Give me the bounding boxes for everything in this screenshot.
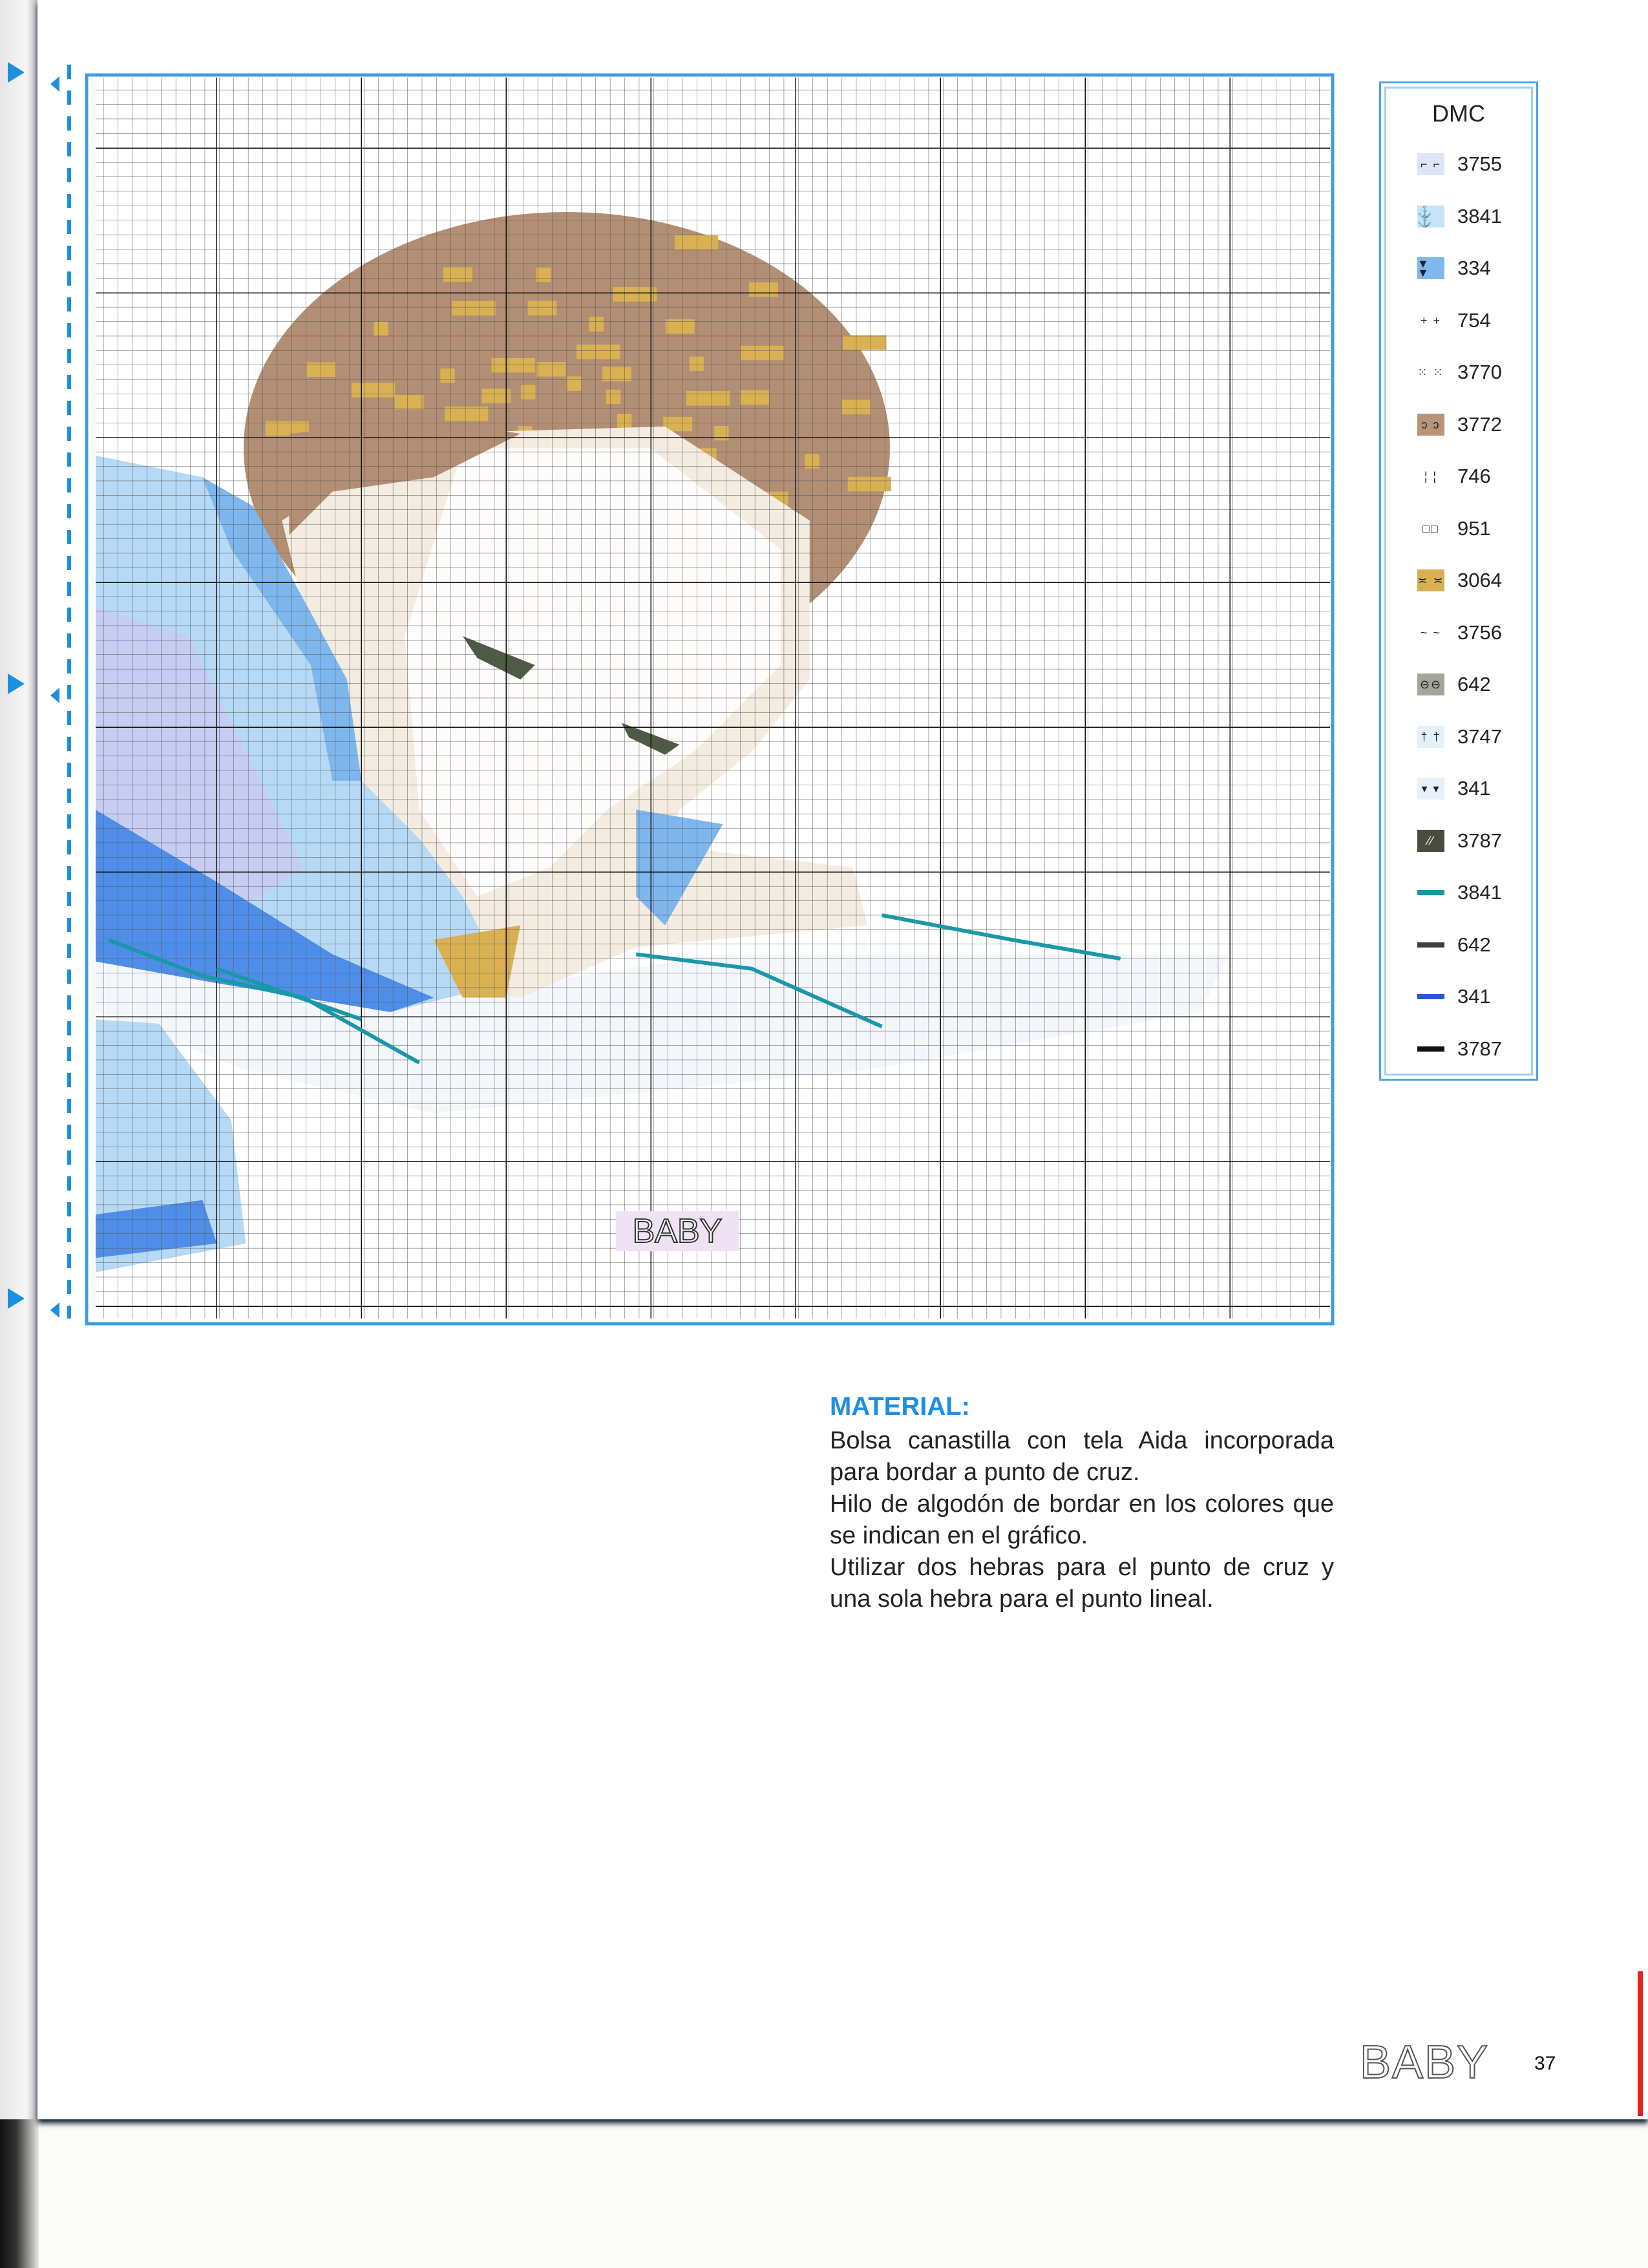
material-paragraph: Bolsa canastilla con tela Aida incorpora… [830, 1427, 1334, 1486]
material-section: MATERIAL: Bolsa canastilla con tela Aida… [830, 1391, 1334, 1615]
legend-item-3787: ⁄⁄ 3787 [1417, 825, 1502, 857]
stitch-symbol-swatch: + + [1417, 309, 1444, 332]
stitch-symbol-swatch: ⚓ ⚓ [1417, 205, 1444, 228]
legend-item-754: + + 754 [1417, 304, 1491, 337]
legend-item-334: ▼ ▼ 334 [1417, 252, 1491, 284]
legend-code: 951 [1457, 516, 1491, 540]
backstitch-swatch [1417, 994, 1444, 999]
dmc-color-legend: DMC ⌐ ⌐ 3755 ⚓ ⚓ 3841 ▼ ▼ 334 + + 754 ⁙ ⁙ 3770 ↄ ↄ… [1379, 81, 1538, 1081]
major-grid [96, 78, 1330, 1319]
backstitch-line [107, 938, 421, 1065]
backstitch-line [882, 913, 1121, 961]
book-spine-shadow [0, 2119, 39, 2268]
stitch-symbol-swatch: ⊖⊖ [1417, 673, 1444, 695]
stitch-symbol-swatch: ▾ ▾ [1417, 778, 1444, 800]
stitch-symbol-swatch: ↄ ↄ [1417, 413, 1444, 436]
legend-code: 341 [1457, 985, 1491, 1008]
legend-item-3772: ↄ ↄ 3772 [1417, 408, 1502, 441]
stitch-symbol-swatch: ⁙ ⁙ [1417, 361, 1444, 383]
legend-item-746: ¦ ¦ 746 [1417, 460, 1491, 493]
legend-title: DMC [1432, 100, 1485, 127]
material-paragraph: Hilo de algodón de bordar en los colores… [830, 1490, 1334, 1549]
legend-item-642: ⊖⊖ 642 [1417, 668, 1491, 701]
center-marker-arrow-icon [8, 62, 25, 83]
page-edge-tab [1638, 1971, 1643, 2116]
stitch-symbol-swatch: † † [1417, 725, 1444, 748]
legend-code: 334 [1457, 257, 1491, 279]
legend-code: 3841 [1457, 204, 1502, 228]
legend-item-341: ▾ ▾ 341 [1417, 772, 1491, 805]
legend-item-341: 341 [1417, 980, 1491, 1013]
left-arrow-icon [50, 76, 59, 92]
stitch-symbol-swatch: ⁄⁄ [1417, 829, 1444, 852]
legend-code: 3747 [1457, 725, 1502, 748]
material-heading: MATERIAL: [830, 1392, 970, 1421]
footer-section-title: BABY [1359, 2036, 1490, 2089]
legend-code: 642 [1457, 673, 1491, 695]
legend-item-951: □□ 951 [1417, 513, 1491, 545]
left-arrow-icon [50, 688, 59, 703]
legend-code: 3064 [1457, 569, 1502, 591]
chart-label-box: BABY [616, 1211, 739, 1251]
stitch-symbol-swatch: ≍ ≍ [1417, 569, 1444, 591]
stitch-symbol-swatch: ¦ ¦ [1417, 465, 1444, 487]
chart-label: BABY [633, 1213, 723, 1250]
legend-item-3755: ⌐ ⌐ 3755 [1417, 148, 1502, 180]
legend-code: 3756 [1457, 620, 1502, 644]
legend-code: 754 [1457, 308, 1491, 332]
stitch-symbol-swatch: ⌐ ⌐ [1417, 153, 1444, 175]
legend-code: 3787 [1457, 1037, 1502, 1060]
legend-item-3841: ⚓ ⚓ 3841 [1417, 200, 1502, 233]
legend-code: 3841 [1457, 881, 1502, 904]
backstitch-swatch [1417, 890, 1444, 895]
legend-item-3747: † † 3747 [1417, 721, 1502, 753]
material-paragraph: Utilizar dos hebras para el punto de cru… [830, 1554, 1334, 1613]
legend-item-3770: ⁙ ⁙ 3770 [1417, 356, 1502, 388]
legend-code: 3755 [1457, 153, 1502, 175]
legend-item-3841: 3841 [1417, 876, 1502, 909]
legend-code: 3787 [1457, 829, 1502, 852]
legend-item-642: 642 [1417, 929, 1491, 961]
cross-stitch-chart: BABY [85, 73, 1335, 1326]
page-number: 37 [1534, 2053, 1556, 2074]
stitch-symbol-swatch: ~ ~ [1417, 621, 1444, 644]
legend-item-3756: ~ ~ 3756 [1417, 617, 1502, 649]
legend-code: 3770 [1457, 361, 1502, 383]
center-guide-dashed-line [67, 65, 71, 1319]
center-marker-arrow-icon [8, 1288, 25, 1309]
legend-code: 3772 [1457, 412, 1502, 436]
book-spine [0, 0, 37, 2119]
stitch-symbol-swatch: ▼ ▼ [1417, 257, 1444, 279]
backstitch-line [635, 952, 883, 1029]
left-arrow-icon [50, 1302, 59, 1318]
legend-code: 341 [1457, 777, 1491, 800]
legend-item-3064: ≍ ≍ 3064 [1417, 564, 1502, 597]
legend-item-3787: 3787 [1417, 1033, 1502, 1065]
center-marker-arrow-icon [8, 673, 25, 694]
backstitch-line [216, 966, 363, 1021]
backstitch-swatch [1417, 1046, 1444, 1052]
legend-code: 746 [1457, 465, 1491, 487]
legend-code: 642 [1457, 933, 1491, 956]
underlying-page [39, 2119, 1648, 2268]
stitch-symbol-swatch: □□ [1417, 517, 1444, 540]
backstitch-swatch [1417, 942, 1444, 948]
